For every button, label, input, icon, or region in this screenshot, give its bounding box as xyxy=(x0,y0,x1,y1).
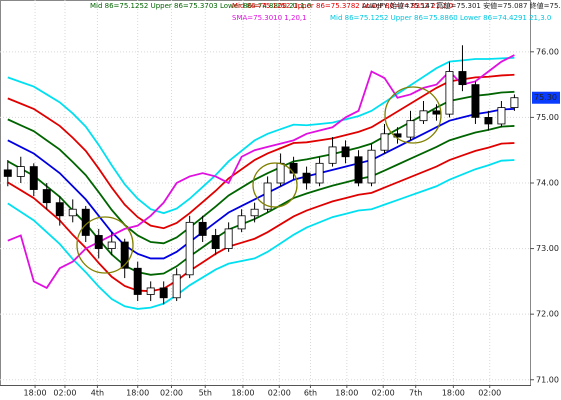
x-tick-label: 02:00 xyxy=(53,389,76,398)
x-tick-label: 6th xyxy=(304,389,317,398)
candle-body xyxy=(55,202,64,217)
indicator-label: AUDJPY,始値=75.147 高値=75.301 安値=75.087 終値=… xyxy=(362,1,561,10)
candle-body xyxy=(198,221,207,236)
candle-body xyxy=(159,287,168,299)
indicator-line xyxy=(7,90,515,245)
price-badge xyxy=(532,91,560,104)
candle-body xyxy=(471,84,480,118)
candle-body xyxy=(380,133,389,151)
candle-body xyxy=(42,189,51,204)
labels: 71.00 72.00 73.00 74.00 75.00 76.00 18:00 02:00… xyxy=(24,1,561,398)
candle-body xyxy=(406,120,415,138)
indicator-label: Mid 86=75.1252 Upper 86=75.8860 Lower 86… xyxy=(330,14,551,22)
y-tick-label: 72.00 xyxy=(536,310,559,319)
candle-body xyxy=(289,162,298,174)
candle-body xyxy=(68,208,77,217)
candle-body xyxy=(497,107,506,125)
x-tick-label: 18:00 xyxy=(231,389,254,398)
indicator-label: Mid 86=75.1252 Upper 86=75.3703 Lower 86… xyxy=(90,2,311,10)
candle-body xyxy=(419,110,428,122)
candle-body xyxy=(458,71,467,86)
candle-body xyxy=(328,146,337,164)
candle-body xyxy=(146,287,155,295)
candle-body xyxy=(276,162,285,184)
grid xyxy=(0,0,530,385)
x-tick-label: 02:00 xyxy=(372,389,395,398)
highlight-circle xyxy=(384,86,442,144)
y-tick-label: 73.00 xyxy=(536,244,559,253)
indicator-line xyxy=(7,73,515,230)
x-tick-label: 02:00 xyxy=(160,389,183,398)
candle-body xyxy=(16,166,25,177)
x-tick-label: 02:00 xyxy=(268,389,291,398)
indicator-lines xyxy=(7,54,515,310)
y-tick-label: 76.00 xyxy=(536,47,559,56)
candle-body xyxy=(29,166,38,190)
indicator-line xyxy=(7,56,515,215)
y-tick-label: 75.00 xyxy=(536,113,559,122)
indicator-label: Mid 86=75.1252 Upper 86=75.3782 Lower 86… xyxy=(232,2,453,10)
candle-body xyxy=(224,228,233,249)
candle-body xyxy=(120,241,129,269)
indicator-label: SMA=75.3010 1,20,1 xyxy=(232,14,307,22)
candle-body xyxy=(510,97,519,108)
candle-body xyxy=(302,172,311,184)
candle-body xyxy=(432,110,441,115)
candle-body xyxy=(367,149,376,184)
candle-body xyxy=(185,221,194,276)
candle-body xyxy=(94,235,103,249)
x-tick-label: 7th xyxy=(409,389,422,398)
candle-body xyxy=(354,156,363,184)
price-axis xyxy=(531,0,561,400)
candle-body xyxy=(341,146,350,158)
indicator-line xyxy=(7,54,515,290)
indicator-line xyxy=(7,142,515,293)
indicator-line xyxy=(7,107,515,260)
candle-body xyxy=(445,71,454,115)
indicator-line xyxy=(7,159,515,310)
candle-body xyxy=(211,235,220,249)
candle-body xyxy=(484,117,493,125)
candle-body xyxy=(107,241,116,249)
candle-body xyxy=(172,274,181,299)
highlight-circle xyxy=(252,162,298,208)
candle-body xyxy=(237,215,246,230)
x-tick-label: 18:00 xyxy=(126,389,149,398)
x-tick-label: 02:00 xyxy=(478,389,501,398)
y-tick-label: 71.00 xyxy=(536,375,559,384)
x-tick-label: 5th xyxy=(199,389,212,398)
x-tick-label: 18:00 xyxy=(442,389,465,398)
price-badge-label: 75.30 xyxy=(534,93,557,102)
indicator-line xyxy=(7,125,515,276)
candle-body xyxy=(250,208,259,217)
candle-body xyxy=(3,169,12,177)
candle-body xyxy=(263,182,272,210)
candle-body xyxy=(315,162,324,184)
candle-body xyxy=(133,267,142,295)
x-tick-label: 18:00 xyxy=(24,389,47,398)
highlight-circle xyxy=(76,216,134,274)
candles xyxy=(3,45,519,305)
x-tick-label: 4th xyxy=(91,389,104,398)
x-tick-label: 18:00 xyxy=(335,389,358,398)
y-tick-label: 74.00 xyxy=(536,178,559,187)
